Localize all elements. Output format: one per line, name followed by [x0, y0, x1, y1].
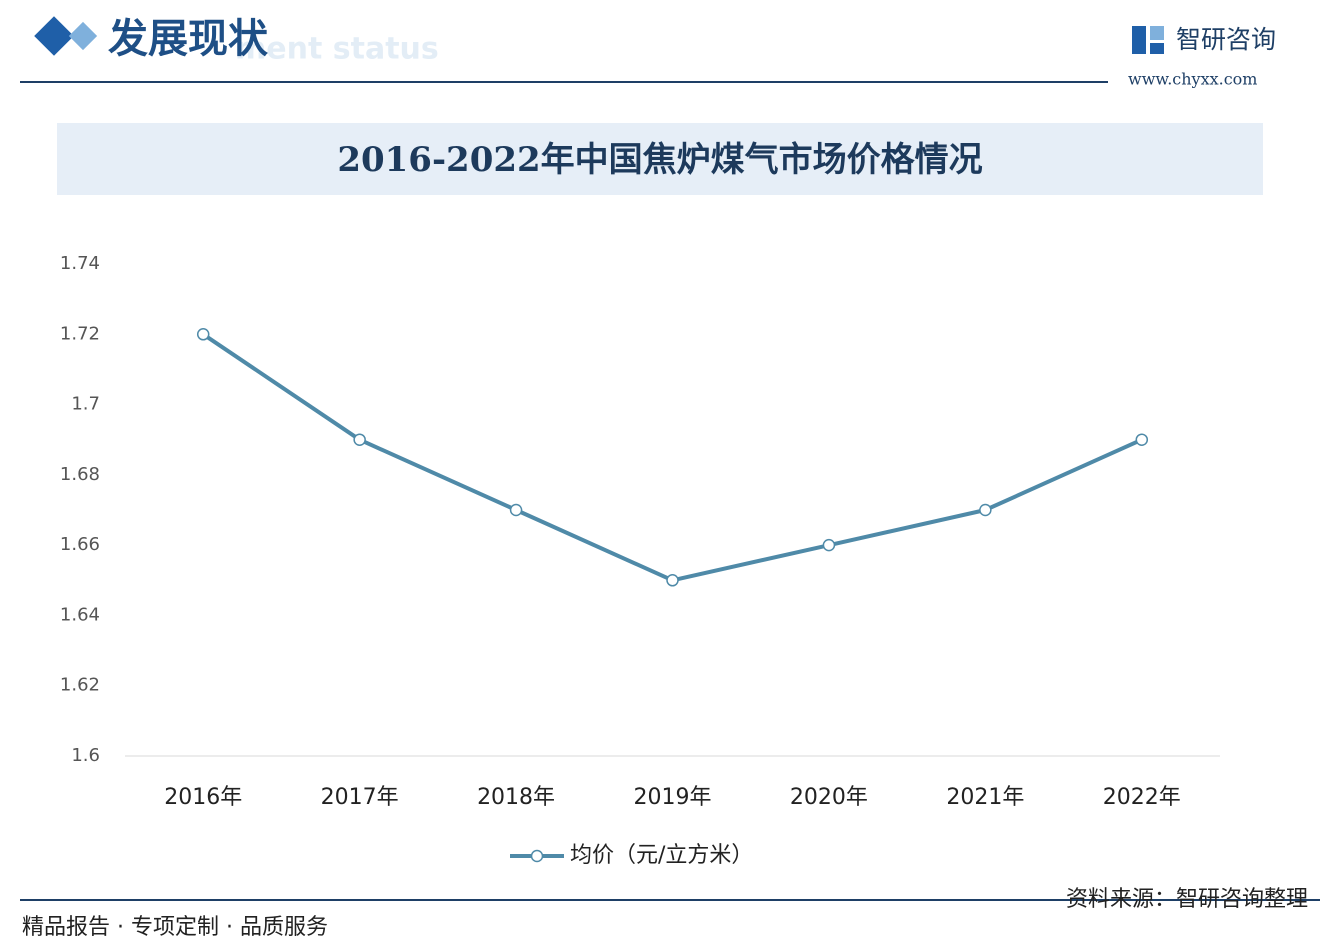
chart-title: 2016-2022年中国焦炉煤气市场价格情况	[337, 140, 982, 180]
header-diamond-small	[68, 21, 98, 51]
x-tick-label: 2020年	[790, 785, 868, 810]
header-title: 发展现状	[108, 15, 269, 62]
x-tick-label: 2016年	[164, 785, 242, 810]
data-point	[196, 328, 210, 341]
y-tick-label: 1.64	[60, 604, 100, 625]
y-tick-label: 1.68	[60, 464, 100, 485]
header-subtitle: ment status	[235, 32, 439, 67]
y-tick-label: 1.62	[60, 675, 100, 696]
source-note: 资料来源：智研咨询整理	[1066, 887, 1308, 912]
data-point	[509, 503, 523, 517]
data-point	[353, 433, 366, 446]
x-tick-label: 2019年	[634, 785, 712, 810]
data-point	[822, 538, 836, 552]
brand-logo	[1132, 26, 1164, 54]
y-tick-label: 1.74	[60, 253, 100, 274]
y-tick-label: 1.6	[71, 745, 100, 766]
x-tick-label: 2022年	[1103, 785, 1181, 810]
x-tick-label: 2018年	[477, 785, 555, 810]
data-point	[666, 574, 679, 587]
y-tick-label: 1.72	[60, 323, 100, 344]
x-tick-label: 2017年	[321, 785, 399, 810]
logo-block	[1150, 43, 1164, 54]
brand-website: www.chyxx.com	[1128, 70, 1257, 89]
x-tick-label: 2021年	[946, 785, 1024, 810]
data-point	[1135, 433, 1149, 446]
legend-label: 均价（元/立方米）	[570, 843, 753, 868]
data-point	[979, 503, 992, 517]
brand-name: 智研咨询	[1176, 25, 1276, 54]
y-tick-label: 1.66	[60, 534, 100, 555]
legend-marker	[530, 849, 544, 863]
header-diamond	[34, 16, 74, 56]
footer-tagline: 精品报告 · 专项定制 · 品质服务	[22, 915, 328, 940]
y-tick-label: 1.7	[71, 394, 100, 415]
series-line	[202, 332, 1143, 583]
logo-block	[1132, 26, 1146, 54]
logo-block	[1150, 26, 1164, 40]
title-band	[57, 123, 1263, 195]
